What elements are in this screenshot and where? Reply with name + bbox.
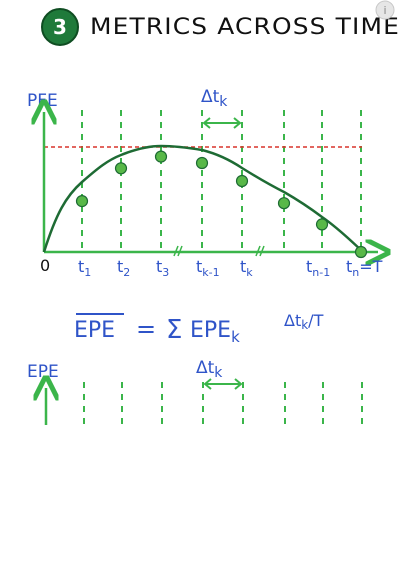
delta-arrow-left-head xyxy=(202,117,211,129)
x-tick-label: tn=T xyxy=(346,257,383,279)
formula-factor: Δtk/T xyxy=(284,311,324,332)
pfe-point xyxy=(114,162,128,175)
pfe-point xyxy=(75,195,89,208)
info-icon-glyph: i xyxy=(383,4,386,17)
axis-break-marks xyxy=(173,245,265,257)
x-tick-label: tn-1 xyxy=(306,257,330,279)
pfe-point xyxy=(195,156,209,170)
pfe-point xyxy=(235,174,249,188)
delta-tk-label: Δtk xyxy=(201,87,228,110)
step-number: 3 xyxy=(53,15,67,39)
delta-arrow-right-head xyxy=(233,117,242,129)
x-tick-label: t1 xyxy=(78,257,91,279)
formula-equals: = xyxy=(136,315,156,343)
pfe-chart: PFE Δtk xyxy=(27,87,383,279)
origin-label: 0 xyxy=(40,256,50,275)
pfe-point xyxy=(277,197,291,210)
formula-lhs: EPE xyxy=(74,318,115,343)
pfe-x-tick-labels: t1 t2 t3 tk-1 tk tn-1 tn=T xyxy=(78,257,383,279)
x-tick-label: t3 xyxy=(156,257,169,279)
x-tick-label: tk-1 xyxy=(196,257,220,279)
epe-axis-label: EPE xyxy=(27,362,59,382)
pfe-point xyxy=(154,150,168,163)
x-tick-label: t2 xyxy=(117,257,130,279)
pfe-point xyxy=(354,245,368,259)
epe-time-gridlines xyxy=(83,382,363,424)
epe-formula: EPE = Σ EPEk Δtk/T xyxy=(74,311,324,346)
header: 3 METRICS ACROSS TIME i xyxy=(41,0,400,46)
pfe-point xyxy=(315,218,329,231)
x-tick-label: tk xyxy=(240,257,253,279)
epe-delta-label: Δtk xyxy=(196,358,223,381)
page-title: METRICS ACROSS TIME xyxy=(90,15,400,40)
pfe-curve xyxy=(42,144,362,253)
step-badge xyxy=(41,8,79,46)
info-icon[interactable]: i xyxy=(375,0,395,20)
formula-term: EPEk xyxy=(190,318,240,346)
formula-sigma: Σ xyxy=(166,315,182,345)
epe-chart: EPE Δtk xyxy=(27,358,363,425)
pfe-points xyxy=(75,150,368,259)
pfe-axis-label: PFE xyxy=(27,91,58,111)
